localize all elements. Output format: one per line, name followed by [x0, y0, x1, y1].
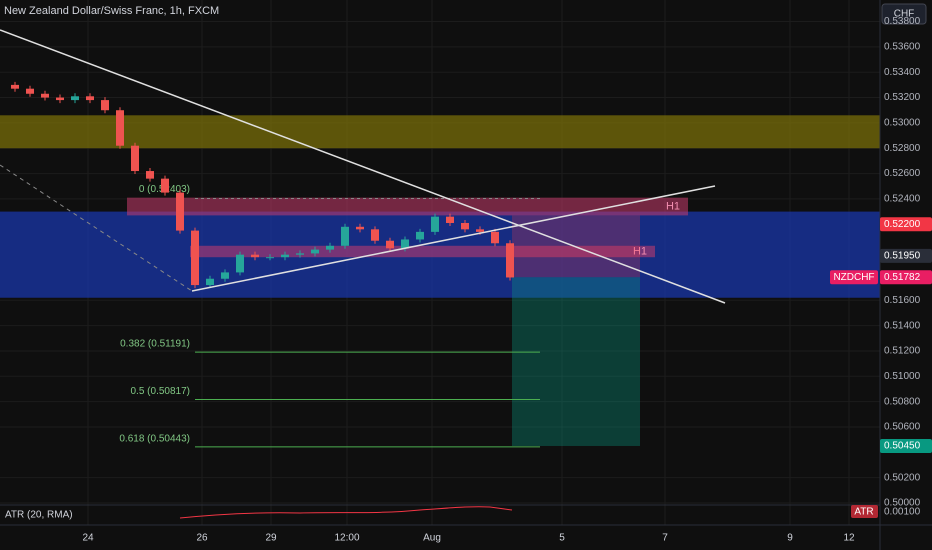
fib-label: 0.382 (0.51191) — [120, 339, 190, 350]
y-tick-label: 0.52600 — [884, 168, 921, 179]
candle — [11, 84, 19, 89]
x-tick-label: 7 — [662, 533, 668, 544]
candle — [416, 231, 424, 240]
candle — [101, 100, 109, 111]
y-tick-label: 0.51600 — [884, 295, 921, 306]
candle — [296, 253, 304, 255]
candle — [176, 192, 184, 231]
candle — [206, 278, 214, 286]
y-tick-label: 0.51000 — [884, 371, 921, 382]
symbol-tag: NZDCHF — [833, 272, 874, 283]
y-tick-label: 0.53600 — [884, 42, 921, 53]
x-tick-label: 24 — [82, 533, 94, 544]
candle — [476, 229, 484, 232]
candle — [56, 97, 64, 101]
candle — [341, 226, 349, 246]
fib-trend — [0, 164, 193, 292]
price-label: 0.51782 — [884, 272, 921, 283]
y-tick-label: 0.50600 — [884, 422, 921, 433]
y-tick-label: 0.52400 — [884, 194, 921, 205]
candle — [116, 110, 124, 146]
candle — [266, 257, 274, 259]
trend-line — [191, 185, 716, 292]
indicator-title: ATR (20, RMA) — [5, 510, 73, 521]
candle — [131, 145, 139, 172]
fib-label: 0.5 (0.50817) — [131, 386, 191, 397]
y-tick-label: 0.51200 — [884, 346, 921, 357]
y-tick-label: 0.51400 — [884, 320, 921, 331]
plot: H1H10 (0.52403)0.382 (0.51191)0.5 (0.508… — [0, 81, 880, 448]
candle — [41, 93, 49, 98]
y-tick-label: 0.53800 — [884, 16, 921, 27]
price-label: 0.51950 — [884, 251, 921, 262]
candle — [221, 272, 229, 279]
price-label: 0.52200 — [884, 219, 921, 230]
x-tick-label: 26 — [196, 533, 208, 544]
y-tick-label: 0.50200 — [884, 472, 921, 483]
atr-line — [179, 506, 513, 519]
candle — [311, 249, 319, 254]
y-tick-label: 0.53000 — [884, 118, 921, 129]
price-label-bg — [880, 438, 932, 453]
candle — [281, 254, 289, 258]
x-tick-label: 9 — [787, 533, 793, 544]
x-tick-label: 12:00 — [334, 533, 359, 544]
currency-button[interactable] — [881, 3, 927, 25]
y-tick-label: 0.50800 — [884, 396, 921, 407]
candle — [491, 231, 499, 244]
candle — [461, 222, 469, 230]
candle — [446, 216, 454, 223]
symbol-tag-bg — [830, 270, 878, 285]
candle — [71, 96, 79, 101]
y-tick-label: 0.53200 — [884, 92, 921, 103]
indicator-tag-bg — [851, 505, 878, 518]
candle — [401, 239, 409, 249]
candle — [251, 254, 259, 258]
candle — [431, 216, 439, 232]
candle — [326, 245, 334, 250]
x-tick-label: 29 — [265, 533, 277, 544]
h1-label: H1 — [633, 245, 647, 257]
candle — [86, 96, 94, 101]
trend-line — [0, 29, 726, 304]
price-label-bg — [880, 217, 932, 232]
h1-box — [127, 197, 688, 216]
y-tick-label: 0.52800 — [884, 143, 921, 154]
chart-title: New Zealand Dollar/Swiss Franc, 1h, FXCM — [4, 5, 219, 17]
position-target — [512, 277, 640, 446]
h1-label: H1 — [666, 200, 680, 212]
candle — [146, 171, 154, 179]
candle — [506, 243, 514, 278]
y-tick-label: 0.50000 — [884, 498, 921, 509]
candle — [386, 240, 394, 249]
candle — [356, 226, 364, 230]
zone — [0, 115, 880, 149]
candle — [191, 230, 199, 286]
h1-box — [190, 245, 655, 258]
price-label-bg — [880, 270, 932, 285]
price-label: 0.50450 — [884, 441, 921, 452]
candle — [26, 88, 34, 94]
indicator-tick: 0.00100 — [884, 507, 921, 518]
currency-label: CHF — [894, 9, 915, 20]
x-tick-label: 12 — [843, 533, 855, 544]
candle — [236, 254, 244, 273]
fib-label: 0.618 (0.50443) — [119, 434, 190, 445]
candle — [371, 229, 379, 241]
x-tick-label: 5 — [559, 533, 565, 544]
candle — [161, 178, 169, 193]
y-tick-label: 0.53400 — [884, 67, 921, 78]
indicator-tag: ATR — [854, 507, 873, 518]
x-tick-label: Aug — [423, 533, 441, 544]
price-label-bg — [880, 248, 932, 263]
